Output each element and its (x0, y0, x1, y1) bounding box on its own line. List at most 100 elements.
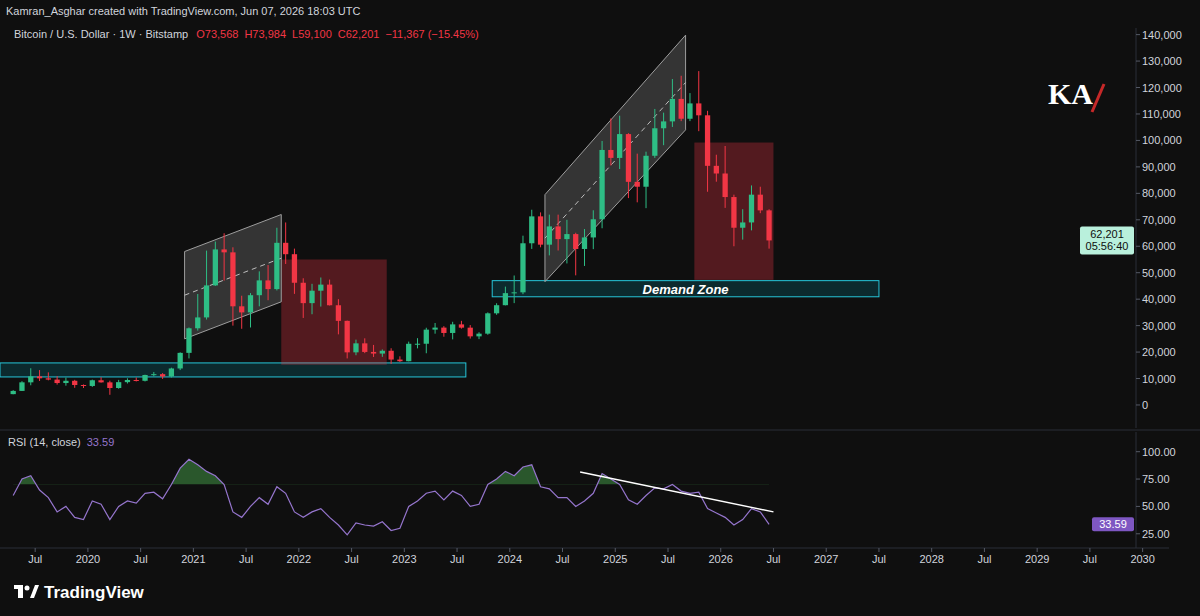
y-tick-label: 130,000 (1142, 55, 1182, 67)
x-tick-label: Jul (977, 553, 991, 565)
x-tick-label: 2021 (181, 553, 205, 565)
y-axis-line (1136, 432, 1137, 548)
x-tick-label: Jul (872, 553, 886, 565)
y-tick (1136, 404, 1140, 405)
candle-body (81, 385, 86, 386)
candle-wick (698, 71, 699, 131)
candle-body (406, 344, 411, 361)
y-tick-label: 25.00 (1142, 528, 1170, 540)
demand-zone (0, 363, 466, 377)
candle-body (142, 375, 147, 381)
candle-body (494, 305, 499, 313)
y-tick-label: 0 (1142, 399, 1148, 411)
y-tick-label: 50,000 (1142, 267, 1176, 279)
x-tick (1142, 548, 1143, 552)
x-tick (773, 548, 774, 552)
channel-midline (545, 82, 686, 238)
candle-body (564, 234, 569, 239)
y-tick-label: 80,000 (1142, 187, 1176, 199)
candle-body (468, 328, 473, 337)
y-tick (1136, 140, 1140, 141)
candle-body (626, 134, 631, 182)
candle-body (608, 150, 613, 158)
candle-body (265, 280, 270, 289)
x-tick (615, 548, 616, 552)
candle-body (248, 295, 253, 312)
candle-wick (320, 277, 321, 306)
candle-body (309, 291, 314, 303)
x-tick-label: 2026 (708, 553, 732, 565)
candle-wick (514, 275, 515, 303)
x-tick-label: 2030 (1130, 553, 1154, 565)
candle-body (740, 222, 745, 227)
y-tick (1136, 506, 1140, 507)
y-tick (1136, 479, 1140, 480)
candle-body (459, 324, 464, 327)
tv-icon-part (25, 586, 30, 591)
candle-body (670, 99, 675, 121)
candle-body (11, 391, 16, 394)
candle-wick (373, 345, 374, 357)
candle-body (98, 380, 103, 382)
y-tick (1136, 87, 1140, 88)
y-tick-label: 70,000 (1142, 214, 1176, 226)
candle-body (221, 249, 226, 252)
x-tick (826, 548, 827, 552)
rsi-value-label: 33.59 (1099, 518, 1127, 530)
candle-body (72, 381, 77, 385)
tv-icon-part (18, 585, 23, 598)
y-tick (1136, 533, 1140, 534)
logo-frame (1040, 70, 1110, 116)
candle-body (749, 195, 754, 223)
candle-body (503, 293, 508, 305)
candle-wick (663, 113, 664, 146)
logo-slash (1092, 84, 1104, 112)
candle-body (204, 285, 209, 317)
y-tick-label: 90,000 (1142, 161, 1176, 173)
candle-body (687, 103, 692, 118)
candle-body (151, 374, 156, 375)
candle-body (46, 378, 51, 379)
x-tick (87, 548, 88, 552)
x-tick (193, 548, 194, 552)
ohlc-label: O73,568 (196, 28, 238, 40)
last-price-label: 62,201 (1090, 228, 1124, 240)
channel (545, 35, 686, 282)
y-tick (1136, 325, 1140, 326)
candle-body (90, 380, 95, 386)
y-tick (1136, 61, 1140, 62)
credit: Kamran_Asghar created with TradingView.c… (6, 5, 360, 17)
x-tick-label: Jul (661, 553, 675, 565)
x-tick (931, 548, 932, 552)
x-tick-label: Jul (345, 553, 359, 565)
y-tick (1136, 193, 1140, 194)
x-tick-label: 2025 (603, 553, 627, 565)
indicator-title: RSI (14, close) (8, 436, 81, 448)
demand-zone (492, 281, 879, 297)
last-price-box (1080, 226, 1134, 254)
x-tick-label: Jul (450, 553, 464, 565)
rsi-value-box (1092, 517, 1134, 531)
candle-body (696, 103, 701, 115)
x-tick-label: Jul (28, 553, 42, 565)
y-tick-label: 20,000 (1142, 346, 1176, 358)
y-tick-label: 140,000 (1142, 29, 1182, 41)
x-tick-label: Jul (766, 553, 780, 565)
x-tick (878, 548, 879, 552)
candle-body (432, 328, 437, 330)
candle-body (450, 324, 455, 333)
x-tick (984, 548, 985, 552)
plot-area (0, 35, 879, 395)
plot-area (13, 459, 773, 535)
candle-body (388, 351, 393, 360)
candle-body (758, 195, 763, 211)
candle-body (371, 352, 376, 354)
x-tick-label: 2020 (76, 553, 100, 565)
x-tick (298, 548, 299, 552)
candle-body (512, 292, 517, 293)
y-tick (1136, 113, 1140, 114)
candle-body (116, 382, 121, 388)
y-tick-label: 30,000 (1142, 320, 1176, 332)
candle-body (19, 382, 24, 391)
rsi-line (13, 459, 769, 535)
